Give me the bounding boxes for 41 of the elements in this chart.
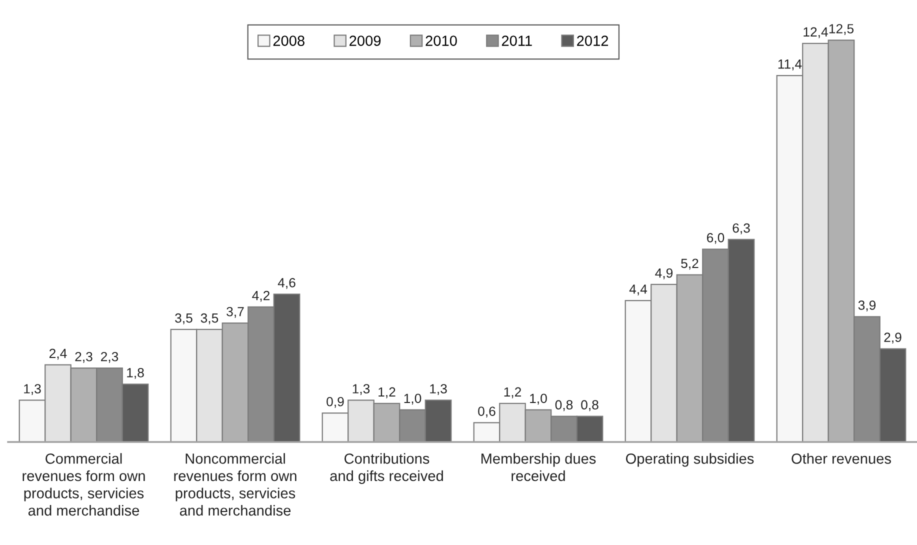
data-label: 4,2 bbox=[252, 290, 270, 302]
data-label: 2,9 bbox=[884, 332, 902, 344]
data-label: 6,0 bbox=[707, 233, 724, 244]
data-label: 0,9 bbox=[326, 396, 344, 408]
data-label: 3,7 bbox=[226, 306, 244, 318]
data-label: 1,2 bbox=[504, 387, 522, 398]
legend-label: 2008 bbox=[273, 36, 304, 46]
data-label: 0,8 bbox=[581, 400, 598, 412]
data-label: 2,3 bbox=[75, 352, 92, 363]
x-tick-label: Noncommercial revenues form own products, servicies and merchandise bbox=[174, 453, 296, 516]
data-label: 11,4 bbox=[778, 60, 802, 70]
data-label: 2,4 bbox=[49, 348, 67, 360]
data-label: 6,3 bbox=[732, 223, 750, 234]
x-tick-label: Membership dues received bbox=[481, 453, 596, 482]
data-label: 1,2 bbox=[378, 387, 396, 398]
data-label: 1,0 bbox=[404, 394, 422, 405]
legend-label: 2010 bbox=[426, 36, 457, 46]
data-label: 3,5 bbox=[175, 313, 192, 324]
data-label: 4,9 bbox=[655, 268, 673, 280]
data-label: 1,8 bbox=[127, 368, 144, 379]
x-tick-label: Other revenues bbox=[792, 453, 891, 464]
x-tick-label: Operating subsidies bbox=[626, 453, 754, 467]
x-tick-label: Contributions and gifts received bbox=[330, 453, 443, 484]
data-label: 1,0 bbox=[530, 394, 547, 405]
legend-label: 2012 bbox=[577, 36, 608, 46]
data-label: 5,2 bbox=[681, 258, 698, 270]
data-label: 3,5 bbox=[200, 313, 218, 324]
data-label: 4,6 bbox=[278, 278, 296, 289]
data-label: 12,5 bbox=[829, 24, 854, 35]
data-label: 1,3 bbox=[24, 384, 41, 395]
data-label: 0,8 bbox=[555, 400, 573, 412]
data-label: 3,9 bbox=[858, 300, 876, 312]
data-label: 0,6 bbox=[478, 406, 496, 418]
x-tick-label: Commercial revenues form own products, servicies and merchandise bbox=[22, 453, 145, 516]
data-label: 4,4 bbox=[629, 284, 648, 296]
legend-label: 2011 bbox=[502, 36, 532, 46]
legend-label: 2009 bbox=[350, 36, 381, 46]
data-label: 2,3 bbox=[101, 352, 118, 363]
data-label: 1,3 bbox=[352, 384, 370, 395]
data-label: 12,4 bbox=[804, 27, 828, 38]
data-label: 1,3 bbox=[430, 384, 447, 395]
